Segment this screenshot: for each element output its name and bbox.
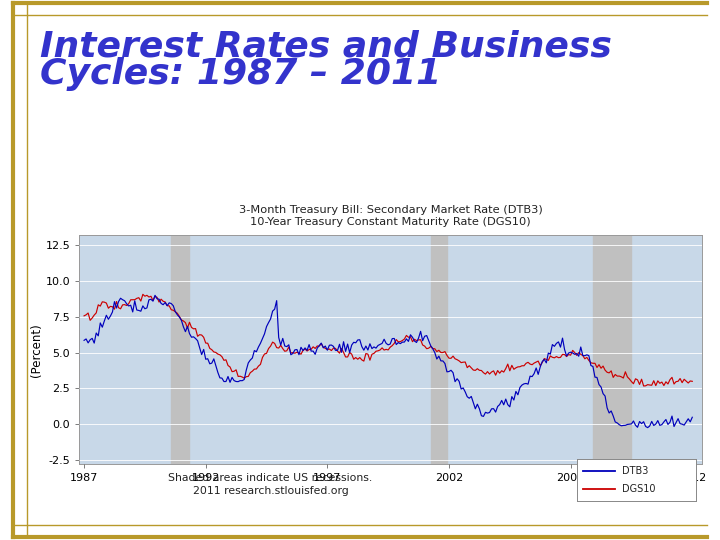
Bar — [593, 235, 631, 464]
Bar — [171, 235, 189, 464]
Y-axis label: (Percent): (Percent) — [30, 323, 42, 376]
Bar — [431, 235, 447, 464]
Text: DGS10: DGS10 — [622, 484, 655, 494]
Text: 3-Month Treasury Bill: Secondary Market Rate (DTB3)
10-Year Treasury Constant Ma: 3-Month Treasury Bill: Secondary Market … — [239, 205, 542, 227]
Text: Shaded areas indicate US recessions.: Shaded areas indicate US recessions. — [168, 472, 373, 483]
Text: 2011 research.stlouisfed.org: 2011 research.stlouisfed.org — [193, 486, 348, 496]
Text: Interest Rates and Business: Interest Rates and Business — [40, 30, 611, 64]
Text: DTB3: DTB3 — [622, 466, 648, 476]
Text: Cycles: 1987 – 2011: Cycles: 1987 – 2011 — [40, 57, 441, 91]
